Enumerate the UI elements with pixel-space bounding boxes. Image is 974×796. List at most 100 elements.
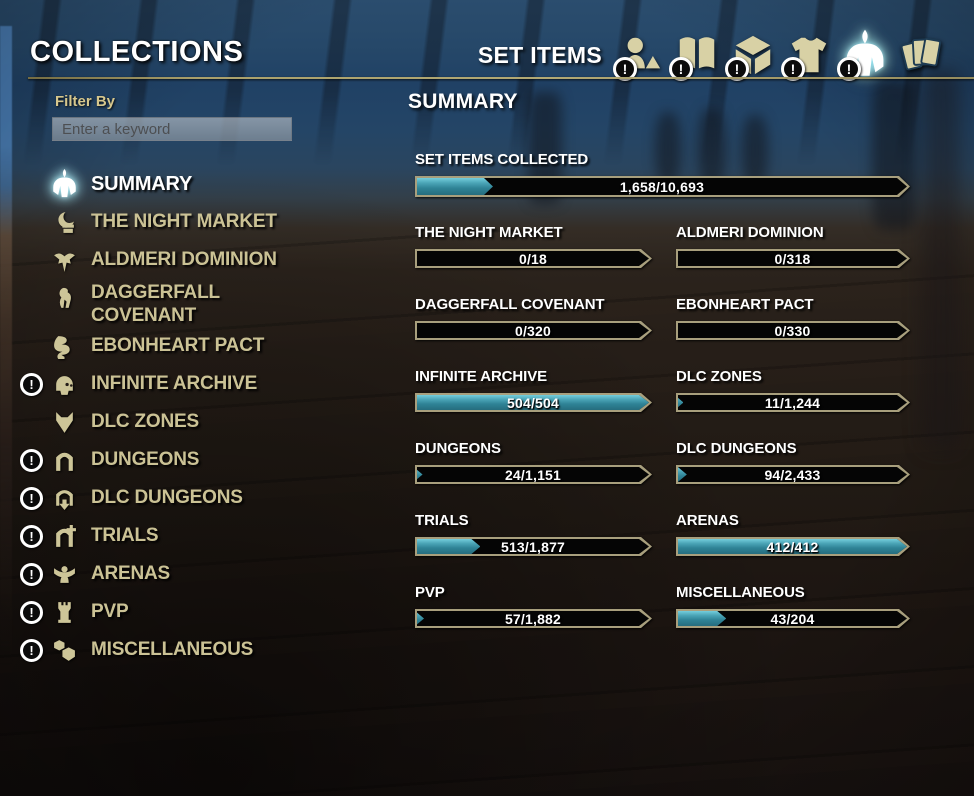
sidebar-item-label: DLC DUNGEONS bbox=[91, 487, 243, 509]
sidebar-item-arenas[interactable]: ! ARENAS bbox=[20, 556, 380, 594]
stat-arenas: ARENAS 412/412 bbox=[676, 512, 910, 556]
summary-panel: SUMMARY SET ITEMS COLLECTED 1,658/10,693… bbox=[408, 90, 918, 628]
tab-set-items[interactable]: ! bbox=[837, 29, 888, 81]
stat-label: DUNGEONS bbox=[415, 440, 501, 457]
progress-value: 1,658/10,693 bbox=[619, 178, 705, 195]
panel-heading: SUMMARY bbox=[408, 90, 518, 113]
night-market-icon bbox=[52, 210, 77, 235]
notification-badge: ! bbox=[20, 601, 43, 625]
progress-value: 412/412 bbox=[766, 538, 819, 555]
progress-bar: 504/504 bbox=[415, 393, 652, 412]
sidebar-item-dlc-dungeons[interactable]: ! DLC DUNGEONS bbox=[20, 480, 380, 518]
progress-fill bbox=[417, 539, 480, 554]
sidebar-item-dlc-zones[interactable]: DLC ZONES bbox=[20, 404, 380, 442]
notification-badge: ! bbox=[20, 525, 43, 549]
progress-value: 57/1,882 bbox=[504, 610, 562, 627]
filter-label: Filter By bbox=[55, 93, 116, 110]
tab-furnishings[interactable]: ! bbox=[725, 32, 776, 81]
notification-badge: ! bbox=[20, 449, 43, 473]
sidebar-item-pvp[interactable]: ! PVP bbox=[20, 594, 380, 632]
progress-value: 504/504 bbox=[506, 394, 559, 411]
sidebar-item-miscellaneous[interactable]: ! MISCELLANEOUS bbox=[20, 632, 380, 670]
stat-label: PVP bbox=[415, 584, 445, 601]
sidebar-item-trials[interactable]: ! TRIALS bbox=[20, 518, 380, 556]
progress-bar: 24/1,151 bbox=[415, 465, 652, 484]
progress-bar: 43/204 bbox=[676, 609, 910, 628]
progress-bar: 11/1,244 bbox=[676, 393, 910, 412]
progress-fill bbox=[417, 395, 649, 410]
stat-aldmeri-dominion: ALDMERI DOMINION 0/318 bbox=[676, 224, 910, 268]
stat-dlc-zones: DLC ZONES 11/1,244 bbox=[676, 368, 910, 412]
stat-label: SET ITEMS COLLECTED bbox=[415, 151, 589, 168]
stat-label: MISCELLANEOUS bbox=[676, 584, 805, 601]
progress-bar: 513/1,877 bbox=[415, 537, 652, 556]
stat-ebonheart-pact: EBONHEART PACT 0/330 bbox=[676, 296, 910, 340]
stat-the-night-market: THE NIGHT MARKET 0/18 bbox=[415, 224, 652, 268]
tribute-cards-icon bbox=[898, 32, 944, 78]
stat-label: DLC ZONES bbox=[676, 368, 762, 385]
wolf-icon bbox=[52, 410, 77, 435]
progress-value: 0/330 bbox=[774, 322, 811, 339]
progress-fill bbox=[417, 467, 423, 482]
category-list: SUMMARY THE NIGHT MARKET ALDMERI DOMINIO… bbox=[20, 165, 380, 670]
tower-icon bbox=[52, 600, 77, 625]
progress-value: 24/1,151 bbox=[504, 466, 562, 483]
sidebar-item-label: PVP bbox=[91, 601, 129, 623]
stat-label: DAGGERFALL COVENANT bbox=[415, 296, 605, 313]
sidebar-item-ebonheart-pact[interactable]: EBONHEART PACT bbox=[20, 328, 380, 366]
stat-dungeons: DUNGEONS 24/1,151 bbox=[415, 440, 652, 484]
progress-bar: 94/2,433 bbox=[676, 465, 910, 484]
door-down-icon bbox=[52, 486, 77, 511]
sidebar-item-aldmeri-dominion[interactable]: ALDMERI DOMINION bbox=[20, 241, 380, 279]
progress-value: 0/320 bbox=[514, 322, 552, 339]
tab-tribute[interactable] bbox=[898, 32, 944, 78]
sidebar-item-label: EBONHEART PACT bbox=[91, 335, 265, 357]
stat-label: DLC DUNGEONS bbox=[676, 440, 797, 457]
notification-badge: ! bbox=[20, 487, 43, 511]
sidebar-item-label: MISCELLANEOUS bbox=[91, 639, 254, 661]
tab-outfit-styles[interactable]: ! bbox=[781, 32, 832, 81]
door-plus-icon bbox=[52, 524, 77, 549]
sidebar-item-summary[interactable]: SUMMARY bbox=[20, 165, 380, 203]
sidebar-item-daggerfall-covenant[interactable]: DAGGERFALL COVENANT bbox=[20, 279, 380, 328]
stat-label: THE NIGHT MARKET bbox=[415, 224, 563, 241]
sidebar: Filter By SUMMARY THE NIGHT MARKET ALDME… bbox=[20, 93, 380, 670]
sidebar-item-label: ARENAS bbox=[91, 563, 171, 585]
progress-fill bbox=[417, 611, 424, 626]
tab-collectibles[interactable]: ! bbox=[613, 32, 664, 81]
progress-bar: 412/412 bbox=[676, 537, 910, 556]
eagle-icon bbox=[52, 248, 77, 273]
sidebar-item-label: SUMMARY bbox=[91, 173, 193, 195]
sidebar-item-label: THE NIGHT MARKET bbox=[91, 210, 277, 232]
sidebar-item-the-night-market[interactable]: THE NIGHT MARKET bbox=[20, 203, 380, 241]
sidebar-item-label: TRIALS bbox=[91, 525, 159, 547]
progress-fill bbox=[678, 611, 726, 626]
sidebar-item-dungeons[interactable]: ! DUNGEONS bbox=[20, 442, 380, 480]
sidebar-item-label: DLC ZONES bbox=[91, 411, 199, 433]
progress-bar: 0/18 bbox=[415, 249, 652, 268]
progress-bar: 1,658/10,693 bbox=[415, 176, 910, 197]
stat-label: EBONHEART PACT bbox=[676, 296, 814, 313]
progress-value: 0/18 bbox=[518, 250, 548, 267]
sidebar-item-label: DUNGEONS bbox=[91, 449, 200, 471]
stat-label: ALDMERI DOMINION bbox=[676, 224, 824, 241]
tab-stories[interactable]: ! bbox=[669, 32, 720, 81]
door-icon bbox=[52, 448, 77, 473]
stat-label: INFINITE ARCHIVE bbox=[415, 368, 548, 385]
progress-bar: 57/1,882 bbox=[415, 609, 652, 628]
stat-label: TRIALS bbox=[415, 512, 469, 529]
progress-fill bbox=[417, 178, 493, 195]
sidebar-item-infinite-archive[interactable]: ! INFINITE ARCHIVE bbox=[20, 366, 380, 404]
progress-value: 43/204 bbox=[770, 610, 815, 627]
helmet-icon bbox=[52, 168, 77, 197]
progress-value: 11/1,244 bbox=[764, 394, 821, 411]
progress-bar: 0/330 bbox=[676, 321, 910, 340]
stat-daggerfall-covenant: DAGGERFALL COVENANT 0/320 bbox=[415, 296, 652, 340]
page-title: COLLECTIONS bbox=[30, 36, 244, 68]
progress-value: 94/2,433 bbox=[764, 466, 821, 483]
filter-input[interactable] bbox=[52, 117, 292, 141]
sidebar-item-label: ALDMERI DOMINION bbox=[91, 248, 277, 270]
stat-dlc-dungeons: DLC DUNGEONS 94/2,433 bbox=[676, 440, 910, 484]
progress-bar: 0/320 bbox=[415, 321, 652, 340]
